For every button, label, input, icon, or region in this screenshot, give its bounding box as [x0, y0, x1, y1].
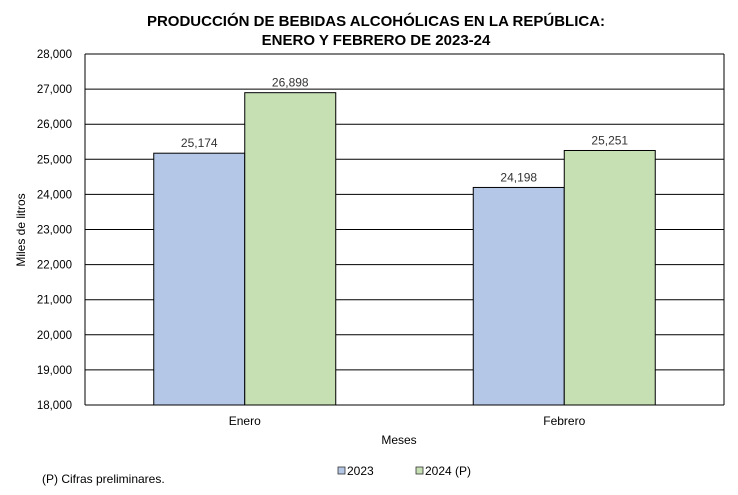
y-tick-label: 24,000 — [37, 189, 72, 201]
legend-label: 2024 (P) — [425, 464, 471, 478]
y-tick-label: 18,000 — [37, 400, 72, 412]
legend-swatch — [415, 466, 424, 475]
x-axis-label: Meses — [381, 433, 416, 447]
y-axis-label: Miles de litros — [14, 193, 28, 266]
y-tick-label: 28,000 — [37, 49, 72, 61]
bar — [472, 186, 565, 406]
bar — [563, 149, 656, 406]
y-tick-label: 25,000 — [37, 154, 72, 166]
legend-label: 2023 — [347, 464, 374, 478]
bar — [153, 152, 246, 406]
y-tick-label: 22,000 — [37, 260, 72, 272]
data-label: 25,251 — [591, 133, 628, 147]
chart-title-line-2: ENERO Y FEBRERO DE 2023-24 — [262, 32, 491, 49]
y-tick-label: 27,000 — [37, 84, 72, 96]
chart-title-line-1: PRODUCCIÓN DE BEBIDAS ALCOHÓLICAS EN LA … — [147, 12, 605, 30]
y-tick-label: 19,000 — [37, 365, 72, 377]
legend: 2023 2024 (P) — [337, 464, 471, 478]
y-tick-label: 26,000 — [37, 119, 72, 131]
data-label: 25,174 — [181, 136, 218, 150]
x-tick-label: Febrero — [543, 414, 585, 428]
data-label: 26,898 — [272, 76, 309, 90]
data-label: 24,198 — [500, 170, 537, 184]
y-tick-label: 21,000 — [37, 295, 72, 307]
y-tick-label: 23,000 — [37, 225, 72, 237]
footnote: (P) Cifras preliminares. — [42, 472, 165, 486]
legend-swatch — [337, 466, 346, 475]
bar — [244, 92, 337, 406]
x-tick-label: Enero — [229, 414, 261, 428]
y-tick-label: 20,000 — [37, 330, 72, 342]
